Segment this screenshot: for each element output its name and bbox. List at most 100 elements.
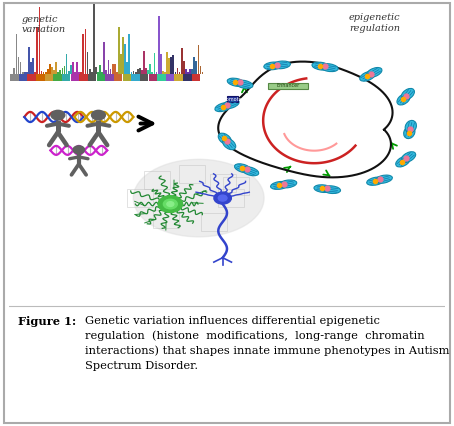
- Bar: [71, 74, 79, 81]
- Bar: [110, 69, 111, 74]
- Text: epigenetic
regulation: epigenetic regulation: [349, 13, 401, 33]
- Bar: [36, 27, 38, 74]
- Bar: [44, 74, 53, 81]
- Bar: [36, 74, 44, 81]
- Ellipse shape: [404, 126, 415, 138]
- Bar: [187, 72, 189, 74]
- Bar: [185, 69, 187, 74]
- Bar: [149, 64, 151, 74]
- Bar: [181, 48, 183, 74]
- Bar: [179, 72, 181, 74]
- Bar: [59, 70, 61, 74]
- Bar: [200, 66, 202, 74]
- Ellipse shape: [397, 93, 410, 105]
- Bar: [39, 7, 40, 74]
- Bar: [162, 72, 164, 74]
- Bar: [152, 72, 153, 74]
- Bar: [105, 70, 107, 74]
- Bar: [80, 72, 82, 74]
- Ellipse shape: [314, 185, 332, 193]
- Ellipse shape: [367, 177, 385, 185]
- Bar: [156, 72, 158, 74]
- Bar: [10, 74, 19, 81]
- Bar: [116, 72, 118, 74]
- Bar: [26, 72, 28, 74]
- Bar: [14, 68, 15, 74]
- Bar: [123, 74, 131, 81]
- Bar: [99, 65, 101, 74]
- Bar: [28, 47, 30, 74]
- Bar: [140, 74, 148, 81]
- Ellipse shape: [222, 138, 236, 150]
- Bar: [173, 55, 174, 74]
- Bar: [89, 69, 90, 74]
- Text: Genetic variation influences differential epigenetic
regulation  (histone  modif: Genetic variation influences differentia…: [85, 316, 450, 371]
- Bar: [177, 69, 178, 74]
- Bar: [197, 45, 199, 74]
- Bar: [174, 72, 176, 74]
- Bar: [166, 52, 168, 74]
- Bar: [183, 61, 185, 74]
- Ellipse shape: [396, 156, 410, 167]
- Ellipse shape: [222, 100, 239, 109]
- Circle shape: [73, 146, 84, 154]
- Bar: [104, 42, 105, 74]
- Circle shape: [92, 110, 105, 120]
- Bar: [40, 71, 42, 74]
- Bar: [88, 74, 96, 81]
- Bar: [112, 64, 114, 74]
- Circle shape: [218, 195, 227, 201]
- Bar: [55, 62, 57, 74]
- Ellipse shape: [235, 80, 253, 89]
- FancyBboxPatch shape: [227, 96, 238, 102]
- Bar: [84, 29, 86, 74]
- Bar: [131, 74, 140, 81]
- Bar: [18, 57, 20, 74]
- Bar: [30, 62, 32, 74]
- Bar: [192, 74, 200, 81]
- Bar: [83, 35, 84, 74]
- Bar: [72, 62, 74, 74]
- Bar: [191, 69, 193, 74]
- Bar: [139, 68, 141, 74]
- Bar: [57, 72, 59, 74]
- Bar: [153, 52, 155, 74]
- Bar: [147, 70, 149, 74]
- Bar: [64, 66, 65, 74]
- Text: Promoter: Promoter: [221, 97, 244, 102]
- Bar: [93, 0, 95, 74]
- Bar: [131, 72, 133, 74]
- Ellipse shape: [133, 159, 264, 237]
- Bar: [128, 34, 130, 74]
- Bar: [66, 54, 68, 74]
- Bar: [53, 70, 55, 74]
- FancyBboxPatch shape: [268, 83, 308, 89]
- Bar: [49, 64, 51, 74]
- Bar: [70, 65, 72, 74]
- Ellipse shape: [272, 61, 291, 69]
- Bar: [97, 74, 105, 81]
- Bar: [137, 69, 138, 74]
- Bar: [91, 72, 93, 74]
- Bar: [168, 58, 170, 74]
- Ellipse shape: [227, 78, 245, 86]
- Text: Enhancer: Enhancer: [276, 83, 300, 89]
- Ellipse shape: [271, 181, 288, 190]
- Bar: [45, 72, 47, 74]
- Bar: [174, 74, 183, 81]
- Bar: [74, 72, 76, 74]
- Bar: [35, 72, 36, 74]
- Circle shape: [163, 199, 178, 209]
- Bar: [166, 74, 174, 81]
- Bar: [157, 74, 166, 81]
- Bar: [47, 69, 49, 74]
- Circle shape: [158, 196, 183, 213]
- Bar: [79, 74, 88, 81]
- Bar: [170, 57, 172, 74]
- Bar: [126, 62, 128, 74]
- Bar: [53, 74, 62, 81]
- Ellipse shape: [322, 186, 340, 193]
- Bar: [122, 37, 124, 74]
- Bar: [120, 54, 122, 74]
- Bar: [43, 72, 44, 74]
